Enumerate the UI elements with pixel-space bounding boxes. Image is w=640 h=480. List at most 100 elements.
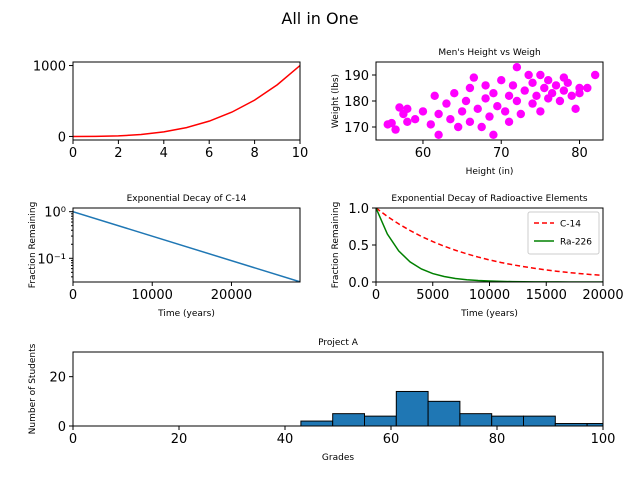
histogram-bar — [364, 415, 397, 426]
axes-frame — [72, 61, 301, 141]
scatter-point — [395, 103, 404, 112]
legend-label-ra-226: Ra-226 — [560, 238, 592, 248]
scatter-point — [473, 104, 482, 114]
histogram-bar — [427, 400, 461, 426]
legend-label-c-14: C-14 — [560, 220, 581, 230]
x-tick-label: 0 — [69, 432, 77, 447]
x-tick-label: 70 — [493, 146, 510, 161]
scatter-point — [520, 86, 529, 95]
scatter-point — [387, 118, 396, 128]
x-axis-label: Grades — [322, 453, 354, 463]
scatter-point — [590, 70, 600, 80]
x-tick-label: 80 — [571, 146, 588, 161]
scatter-point — [446, 115, 455, 124]
x-tick-label: 0 — [69, 288, 77, 303]
scatter-point — [430, 91, 439, 101]
x-tick-label: 8 — [250, 146, 258, 161]
plot-area — [73, 64, 300, 138]
y-tick-label: 0.0 — [348, 276, 369, 291]
figure-title: All in One — [281, 9, 358, 28]
x-tick-label: 6 — [205, 146, 213, 161]
y-tick-label: 180 — [344, 95, 369, 110]
axes-frame — [375, 61, 604, 141]
radioactive-decay-chart: 0 5000 10000 15000 20000 0.0 0.5 1.0 Exponential… — [331, 194, 624, 319]
scatter-point — [469, 73, 479, 82]
scatter-point — [465, 83, 475, 93]
scatter-point — [426, 120, 435, 129]
x-tick-label: 40 — [277, 432, 294, 447]
x-axis-label: Time (years) — [460, 309, 518, 319]
y-tick-label: 190 — [344, 69, 369, 84]
scatter-point — [567, 91, 576, 101]
scatter-point — [489, 89, 498, 98]
scatter-point — [410, 115, 420, 124]
x-tick-label: 10000 — [469, 288, 510, 303]
scatter-point — [504, 117, 514, 127]
scatter-point — [453, 122, 463, 132]
scatter-point — [434, 130, 443, 139]
scatter-point — [403, 104, 412, 114]
cubic-line-chart: 0 2 4 6 8 10 0 1000 — [33, 60, 308, 161]
axes-title: Exponential Decay of C-14 — [127, 194, 247, 204]
series-0-line — [73, 210, 300, 282]
scatter-point — [434, 109, 443, 119]
scatter-point — [559, 86, 569, 95]
scatter-point — [465, 117, 475, 127]
scatter-point — [418, 107, 428, 116]
x-tick-label: 4 — [160, 146, 168, 161]
scatter-point — [493, 102, 502, 111]
x-tick-label: 20000 — [211, 288, 252, 303]
axes-title: Men's Height vs Weigh — [438, 48, 540, 58]
histogram-bar — [395, 390, 429, 426]
x-tick-label: 2 — [114, 146, 122, 161]
scatter-point — [481, 94, 490, 103]
scatter-point — [403, 117, 412, 127]
scatter-point — [481, 81, 490, 90]
x-tick-label: 10 — [292, 146, 309, 161]
y-tick-label: 0 — [58, 130, 66, 145]
scatter-point — [583, 83, 592, 93]
x-tick-label: 0 — [372, 288, 380, 303]
histogram-bar — [300, 420, 334, 426]
plot-area — [73, 210, 300, 282]
y-tick-label: 170 — [344, 121, 369, 136]
scatter-point — [536, 107, 545, 116]
legend-box — [527, 211, 600, 255]
axes-frame — [72, 207, 301, 283]
x-tick-label: 60 — [383, 432, 400, 447]
y-axis-label: Number of Students — [28, 343, 38, 434]
scatter-point — [571, 104, 580, 114]
x-tick-label: 60 — [415, 146, 432, 161]
legend: C-14 Ra-226 — [527, 211, 600, 255]
scatter-point — [512, 62, 522, 72]
y-tick-label: 0 — [58, 420, 66, 435]
x-tick-label: 100 — [591, 432, 616, 447]
histogram-bar — [491, 415, 525, 426]
histogram-bar — [332, 413, 366, 426]
scatter-point — [551, 81, 561, 90]
y-tick-label: 10⁰ — [44, 206, 66, 221]
axes-title: Project A — [318, 338, 359, 348]
x-axis-label: Time (years) — [157, 309, 215, 319]
scatter-point — [544, 76, 553, 85]
axes-frame — [72, 351, 604, 427]
scatter-point — [477, 122, 486, 132]
scatter-point — [461, 96, 471, 106]
scatter-point — [540, 83, 549, 93]
y-axis-label: Fraction Remaining — [28, 202, 38, 289]
c-14-line — [376, 208, 603, 277]
axes-title: Exponential Decay of Radioactive Element… — [391, 194, 588, 204]
histogram-bar — [523, 415, 556, 426]
scatter-point — [457, 107, 467, 116]
scatter-point — [500, 107, 510, 116]
c14-decay-chart: 0 10000 20000 10⁰ 10⁻¹ Exponential Decay of C… — [28, 194, 301, 319]
y-tick-label: 20 — [49, 371, 66, 386]
scatter-point — [536, 70, 545, 80]
y-tick-label: 0.5 — [348, 239, 369, 254]
y-axis-label: Fraction Remaining — [331, 202, 341, 289]
y-axis-label: Weight (lbs) — [331, 74, 341, 128]
scatter-point — [391, 125, 400, 134]
x-tick-label: 15000 — [526, 288, 567, 303]
scatter-point — [528, 78, 537, 88]
